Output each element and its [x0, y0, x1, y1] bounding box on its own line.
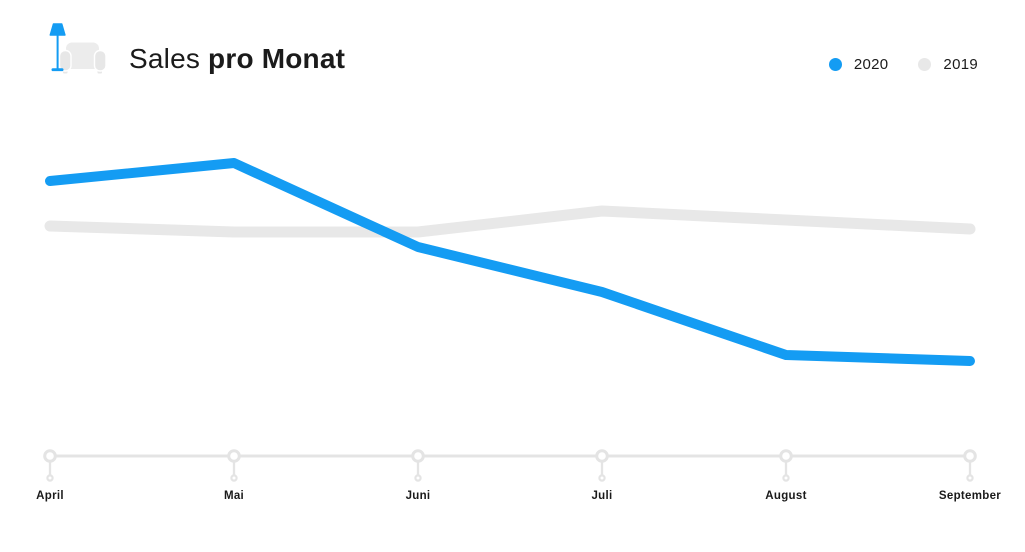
axis-label-juni: Juni: [406, 490, 431, 502]
brand-logo-lamp-couch-icon: [49, 23, 107, 74]
axis-node-circle: [411, 449, 425, 463]
legend-item-2019[interactable]: 2019: [918, 56, 978, 73]
axis-label-september: September: [939, 490, 1001, 502]
chart-legend: 2020 2019: [828, 56, 978, 73]
axis-label-august: August: [765, 490, 806, 502]
legend-item-2020[interactable]: 2020: [828, 56, 889, 73]
axis-node-dot: [782, 474, 790, 482]
axis-node-circle: [779, 449, 793, 463]
axis-label-mai: Mai: [224, 490, 244, 502]
axis-label-juli: Juli: [591, 490, 612, 502]
series-line-2019: [44, 205, 976, 238]
title-regular: Sales: [129, 43, 201, 74]
axis-node-dot: [966, 474, 974, 482]
legend-label-2019: 2019: [943, 56, 978, 73]
page-title: Sales pro Monat: [129, 44, 345, 74]
legend-dot-2020-icon: [828, 58, 842, 71]
couch-icon: [58, 42, 107, 74]
axis-label-april: April: [36, 490, 64, 502]
floor-lamp-icon: [49, 23, 66, 72]
axis-node-dot: [46, 474, 54, 482]
axis-node-circle: [963, 449, 977, 463]
axis-node-circle: [227, 449, 241, 463]
axis-node-dot: [230, 474, 238, 482]
title-bold: pro Monat: [208, 43, 346, 74]
axis-node-dot: [598, 474, 606, 482]
axis-node-dot: [414, 474, 422, 482]
axis-node-circle: [43, 449, 57, 463]
legend-dot-2019-icon: [918, 58, 932, 71]
legend-label-2020: 2020: [853, 56, 889, 73]
axis-node-circle: [595, 449, 609, 463]
series-line-2020: [45, 158, 975, 366]
